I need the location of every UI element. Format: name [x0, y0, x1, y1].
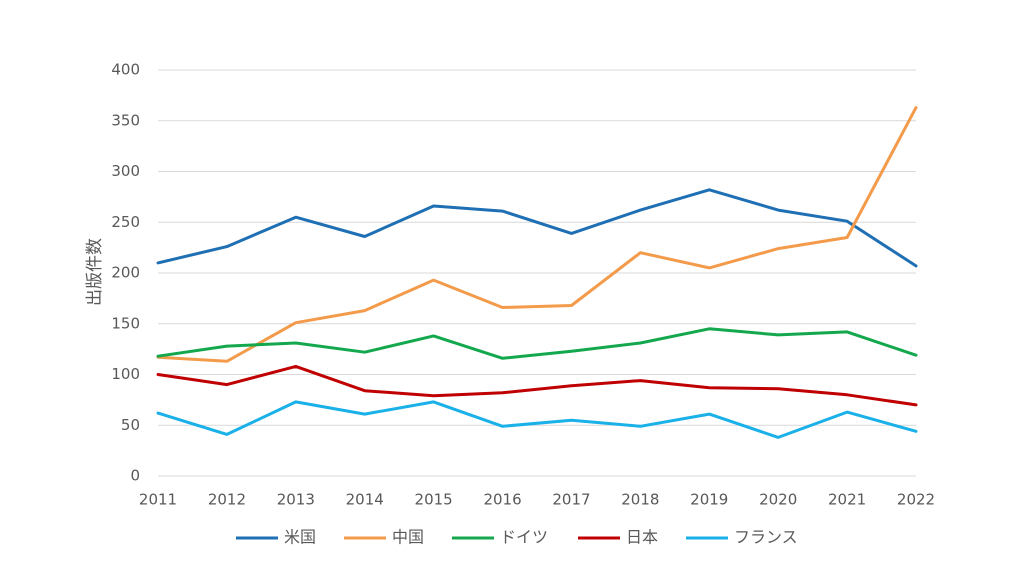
gridlines: [158, 69, 916, 477]
y-tick-label: 100: [111, 365, 140, 383]
legend-label: 中国: [392, 528, 424, 547]
legend: 米国 中国 ドイツ 日本 フランス: [236, 528, 798, 547]
x-tick-label: 2019: [690, 491, 728, 509]
series-line-3: [156, 364, 918, 407]
y-tick-label: 200: [111, 264, 140, 282]
x-tick-label: 2011: [139, 491, 177, 509]
y-tick-label: 0: [130, 467, 140, 485]
legend-label: フランス: [734, 528, 798, 547]
y-tick-label: 150: [111, 314, 140, 332]
series-lines: [156, 106, 918, 439]
y-tick-label: 400: [111, 61, 140, 79]
x-tick-label: 2020: [759, 491, 797, 509]
x-tick-label: 2013: [277, 491, 315, 509]
y-tick-label: 350: [111, 111, 140, 129]
x-tick-label: 2022: [897, 491, 935, 509]
legend-label: ドイツ: [500, 528, 548, 547]
x-tick-label: 2014: [346, 491, 384, 509]
series-line-2: [156, 327, 918, 360]
x-tick-label: 2015: [415, 491, 453, 509]
series-line-1: [156, 106, 918, 363]
legend-label: 日本: [626, 528, 658, 547]
y-axis-ticks: 0 50 100 150 200 250 300 350 400: [111, 61, 140, 485]
x-axis-ticks: 2011 2012 2013 2014 2015 2016 2017 2018 2019 2020…: [139, 491, 935, 509]
legend-label: 米国: [284, 528, 316, 547]
x-tick-label: 2017: [552, 491, 590, 509]
series-line-0: [156, 188, 918, 268]
series-line-4: [156, 400, 918, 439]
y-tick-label: 300: [111, 162, 140, 180]
y-axis-label: 出版件数: [85, 238, 105, 306]
x-tick-label: 2012: [208, 491, 246, 509]
x-tick-label: 2021: [828, 491, 866, 509]
y-tick-label: 250: [111, 213, 140, 231]
y-tick-label: 50: [121, 416, 140, 434]
x-tick-label: 2016: [483, 491, 521, 509]
x-tick-label: 2018: [621, 491, 659, 509]
